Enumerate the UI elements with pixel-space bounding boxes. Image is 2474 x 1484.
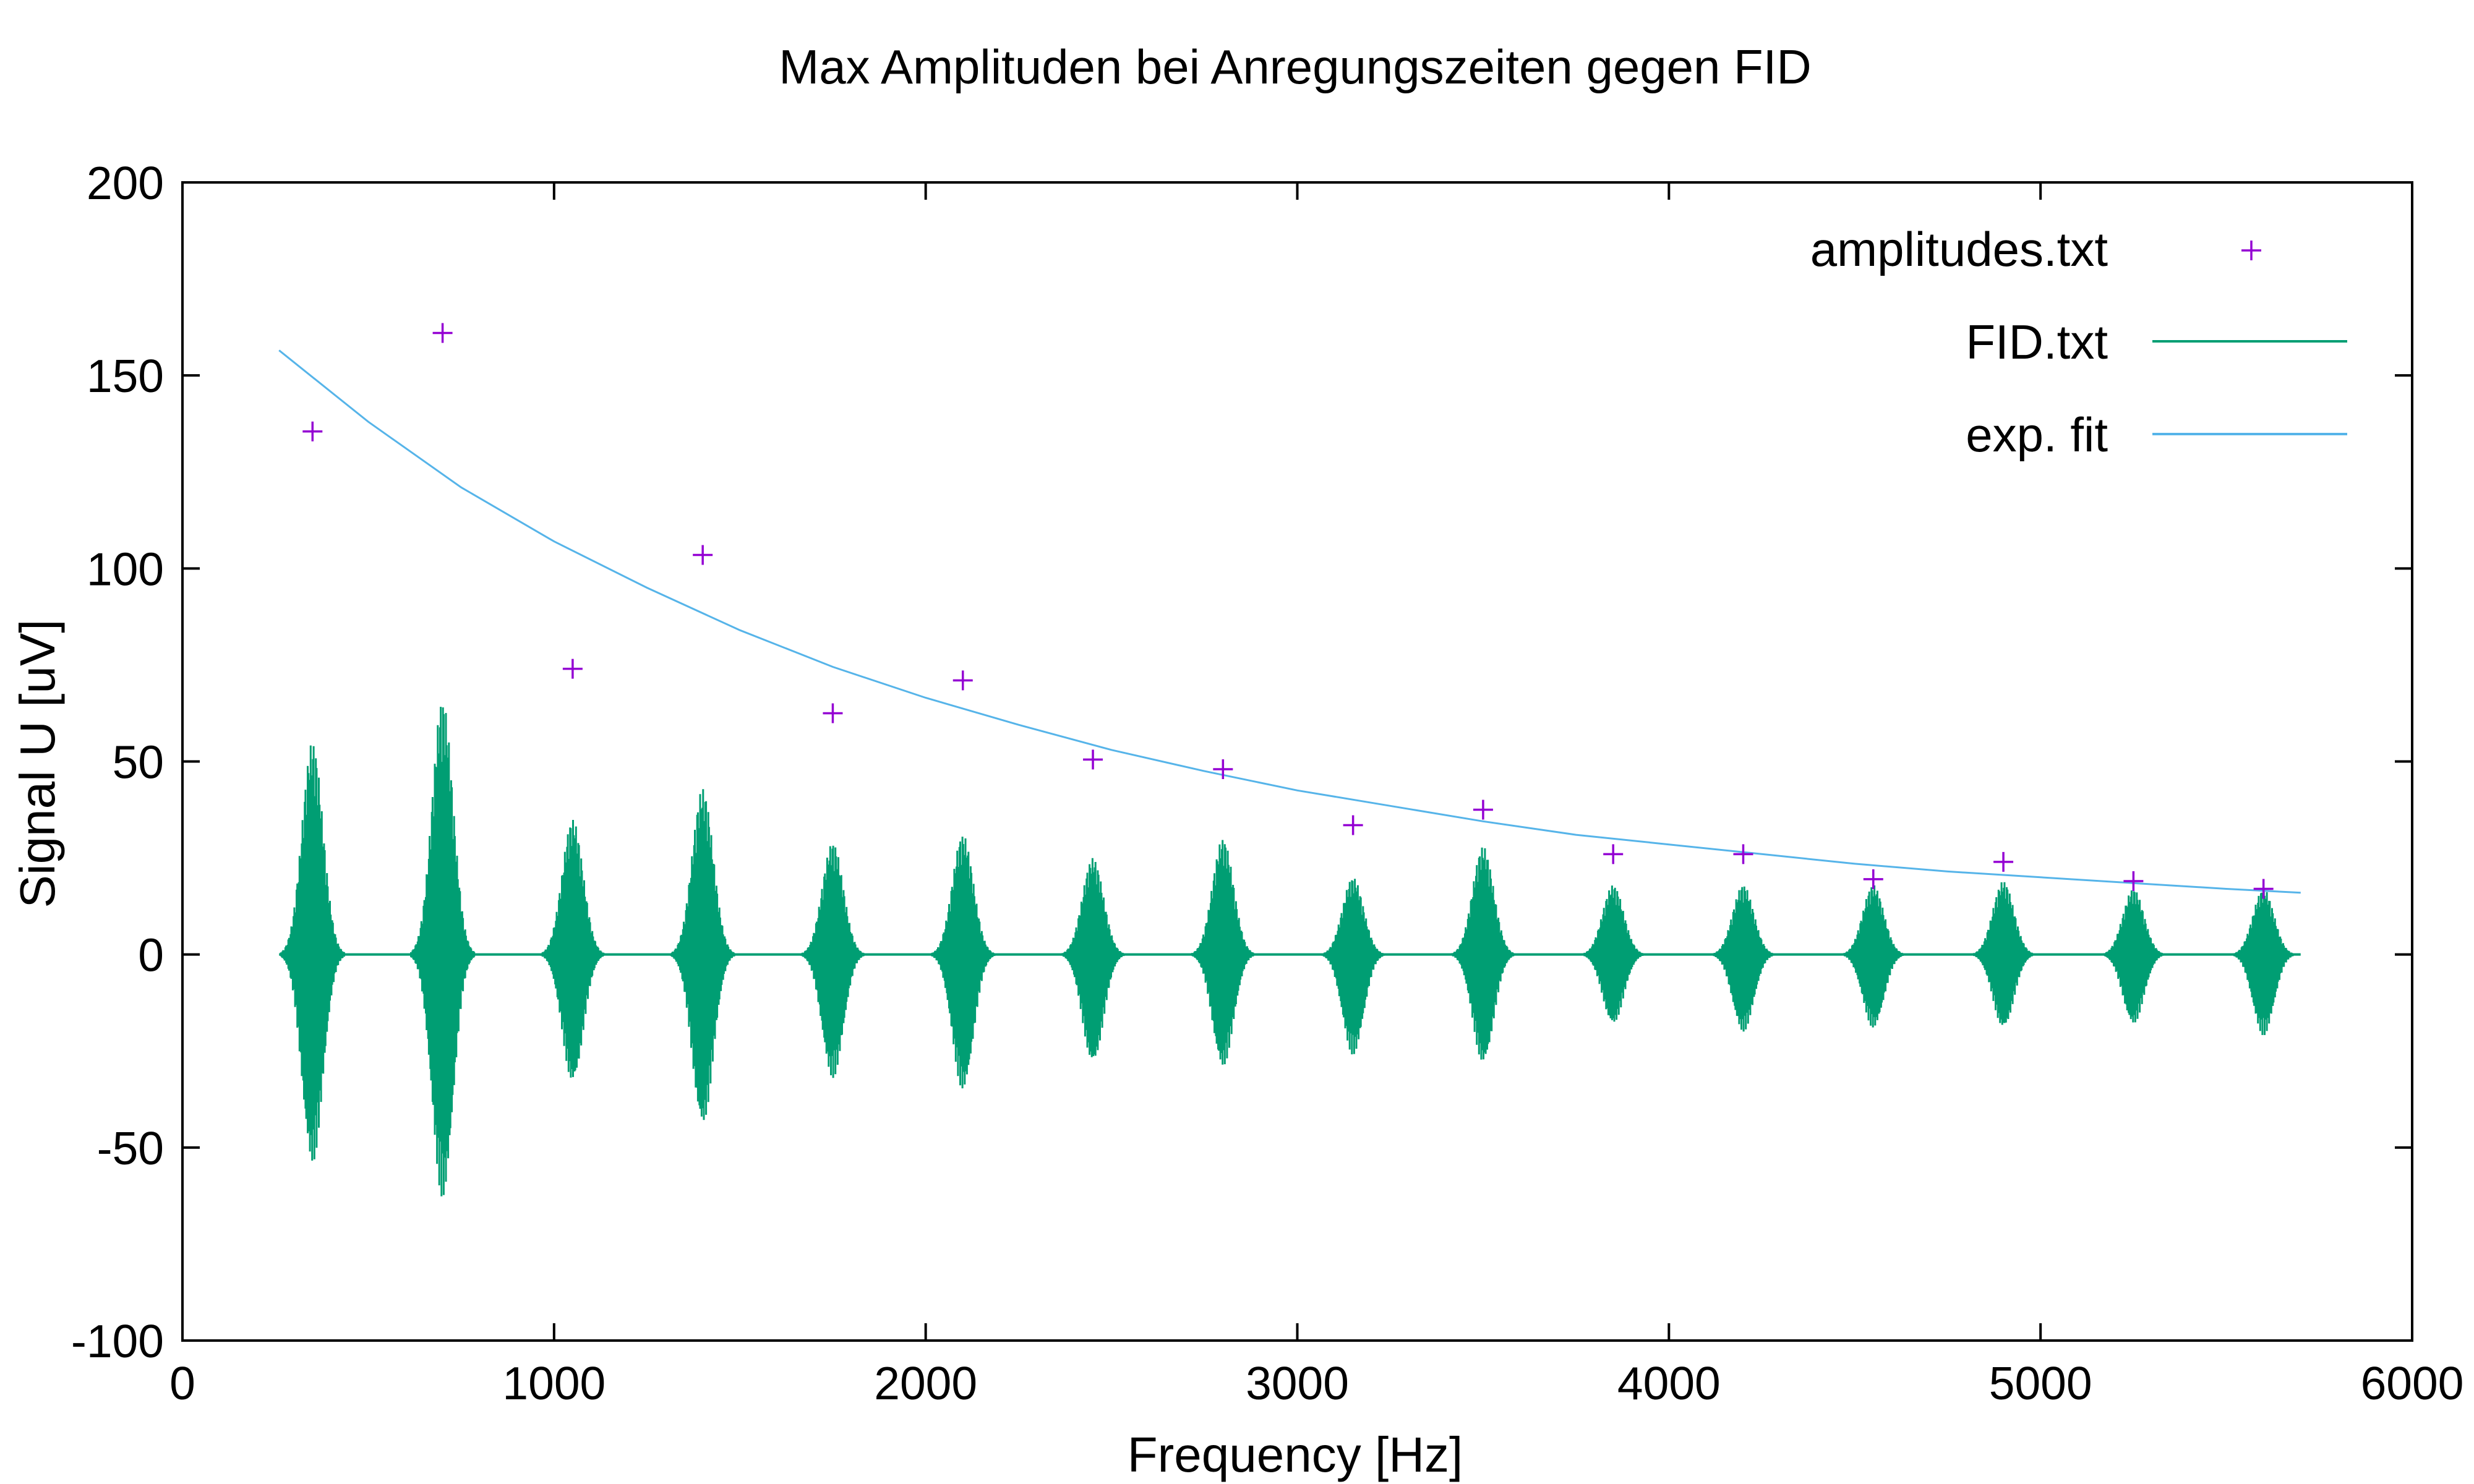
x-tick-label-5: 5000: [1989, 1357, 2092, 1409]
amplitude-point-4: [823, 703, 843, 723]
fid-burst-0: [280, 745, 345, 1161]
x-tick-label-6: 6000: [2361, 1357, 2464, 1409]
amplitude-point-5: [952, 670, 973, 691]
x-axis-title: Frequency [Hz]: [1128, 1427, 1463, 1482]
y-tick-label-3: 50: [113, 736, 164, 788]
amplitude-point-0: [302, 421, 323, 441]
fid-burst-14: [2100, 890, 2166, 1023]
fid-bursts: [279, 707, 2301, 1196]
fid-burst-4: [800, 845, 865, 1078]
amplitude-point-14: [2123, 871, 2144, 892]
amplitude-point-10: [1603, 844, 1624, 864]
fid-burst-2: [540, 820, 606, 1078]
fid-burst-12: [1841, 885, 1906, 1028]
amplitude-point-11: [1733, 844, 1753, 864]
x-tick-labels: 0 1000 2000 3000 4000 5000 6000: [169, 1357, 2463, 1409]
fid-burst-13: [1971, 882, 2036, 1025]
amplitude-points: [302, 323, 2274, 899]
fid-burst-7: [1190, 840, 1256, 1065]
y-tick-label-0: -100: [71, 1315, 164, 1367]
y-tick-labels: -100 -50 0 50 100 150 200: [71, 157, 164, 1367]
y-tick-label-5: 150: [87, 350, 164, 402]
y-tick-label-4: 100: [87, 543, 164, 595]
amplitude-point-3: [693, 545, 713, 565]
legend-label-exp-fit: exp. fit: [1966, 407, 2108, 462]
x-tick-label-0: 0: [169, 1357, 195, 1409]
amplitude-point-8: [1343, 815, 1363, 835]
y-axis-title: Signal U [uV]: [10, 620, 65, 908]
legend-plus-marker: [2241, 241, 2261, 260]
y-tick-label-1: -50: [97, 1122, 164, 1174]
y-tick-label-2: 0: [138, 929, 164, 981]
amplitude-point-2: [562, 659, 583, 679]
amplitude-point-9: [1473, 800, 1493, 820]
amplitude-point-6: [1083, 749, 1103, 770]
chart-title: Max Amplituden bei Anregungszeiten gegen…: [779, 40, 1811, 94]
legend-label-fid: FID.txt: [1966, 315, 2108, 369]
amplitude-point-15: [2253, 879, 2274, 899]
fid-burst-6: [1060, 858, 1126, 1057]
legend-label-amplitudes: amplitudes.txt: [1810, 222, 2108, 276]
amplitude-point-13: [1993, 851, 2014, 872]
x-tick-label-3: 3000: [1246, 1357, 1349, 1409]
fid-burst-9: [1450, 847, 1516, 1060]
amplitude-point-1: [432, 323, 453, 343]
fid-burst-15: [2231, 889, 2296, 1035]
exp-fit-line: [278, 349, 2301, 894]
amplitude-point-12: [1863, 869, 1883, 889]
x-tick-label-4: 4000: [1617, 1357, 1721, 1409]
fid-burst-11: [1710, 886, 1776, 1032]
legend: amplitudes.txt FID.txt exp. fit: [1810, 222, 2347, 462]
fid-burst-3: [670, 789, 735, 1120]
y-tick-label-6: 200: [87, 157, 164, 209]
x-tick-label-2: 2000: [874, 1357, 977, 1409]
fid-burst-10: [1580, 885, 1646, 1022]
fid-burst-5: [930, 837, 996, 1089]
x-tick-label-1: 1000: [502, 1357, 606, 1409]
fid-burst-8: [1320, 879, 1386, 1055]
fid-burst-1: [410, 707, 476, 1196]
legend-marker-amplitudes: [2241, 241, 2261, 260]
axis-ticks: [181, 181, 2413, 1342]
amplitude-point-7: [1213, 759, 1233, 779]
